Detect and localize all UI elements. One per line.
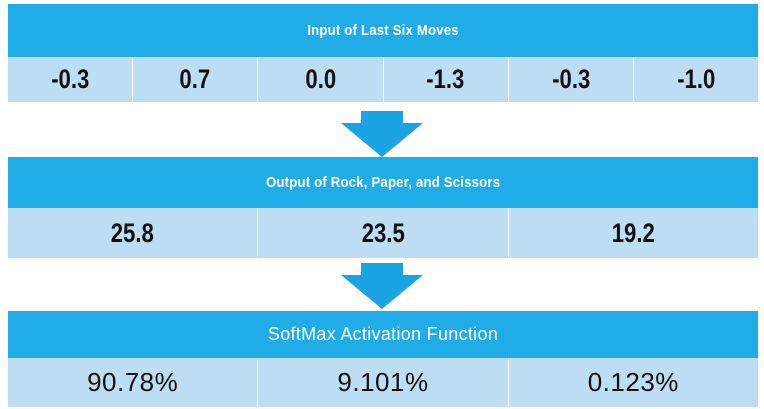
- panel-1-header: Input of Last Six Moves: [8, 4, 758, 57]
- panel-2-values: 25.8 23.5 19.2: [8, 208, 758, 258]
- down-arrow-icon: [341, 263, 423, 309]
- panel-1-title: Input of Last Six Moves: [307, 22, 459, 39]
- value-cell: 23.5: [258, 208, 509, 258]
- panel-3-title: SoftMax Activation Function: [267, 324, 499, 344]
- value-cell: 0.0: [258, 57, 384, 102]
- value-cell: 0.123%: [587, 367, 679, 397]
- panel-3-header: SoftMax Activation Function: [8, 311, 758, 358]
- value-cell: -1.0: [676, 64, 716, 94]
- value-cell: 9.101%: [258, 358, 509, 407]
- panel-1-values: -0.3 0.7 0.0 -1.3 -0.3 -1.0: [8, 57, 758, 102]
- value-cell: 0.7: [133, 57, 259, 102]
- value-cell: -1.3: [384, 57, 509, 102]
- panel-3-values: 90.78% 9.101% 0.123%: [8, 358, 758, 407]
- panel-2-title: Output of Rock, Paper, and Scissors: [265, 174, 501, 191]
- down-arrow-icon: [341, 111, 423, 157]
- value-cell: -0.3: [509, 57, 634, 102]
- panel-2-header: Output of Rock, Paper, and Scissors: [8, 157, 758, 208]
- value-cell: 19.2: [611, 217, 655, 248]
- value-cell: 90.78%: [8, 358, 259, 407]
- value-cell: -0.3: [8, 57, 134, 102]
- value-cell: 25.8: [8, 208, 259, 258]
